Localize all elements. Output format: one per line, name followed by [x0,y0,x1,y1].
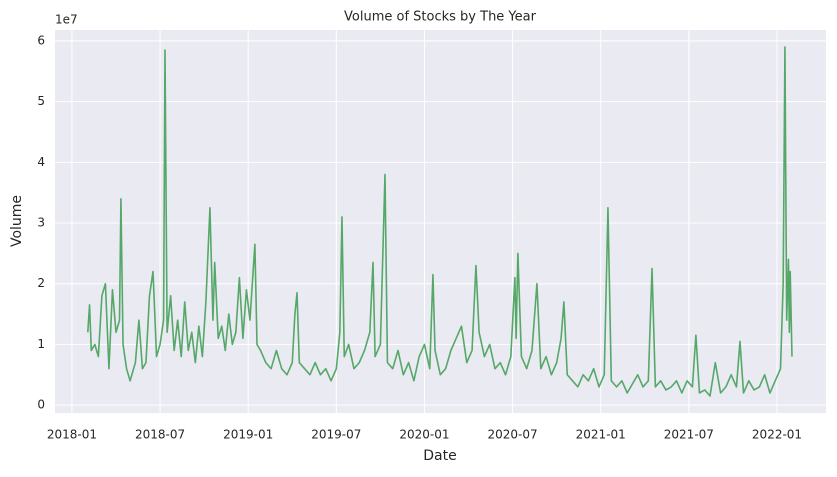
x-tick-label: 2021-07 [664,428,714,442]
x-tick-label: 2021-01 [576,428,626,442]
x-tick-label: 2018-01 [47,428,97,442]
y-tick-label: 4 [37,155,45,169]
y-tick-label: 1 [37,337,45,351]
y-tick-label: 6 [37,33,45,47]
x-tick-label: 2019-07 [311,428,361,442]
chart-title: Volume of Stocks by The Year [344,10,537,25]
x-tick-label: 2022-01 [752,428,802,442]
x-tick-label: 2019-01 [223,428,273,442]
y-offset-label: 1e7 [55,13,78,27]
x-tick-label: 2018-07 [135,428,185,442]
volume-line [86,46,793,397]
x-tick-label: 2020-01 [399,428,449,442]
y-tick-label: 2 [37,276,45,290]
x-axis-label: Date [423,448,456,464]
x-tick-label: 2020-07 [488,428,538,442]
y-axis-label: Volume [9,195,25,247]
plot-area [55,30,826,413]
y-tick-label: 5 [37,94,45,108]
y-tick-label: 0 [37,398,45,412]
y-tick-label: 3 [37,216,45,230]
